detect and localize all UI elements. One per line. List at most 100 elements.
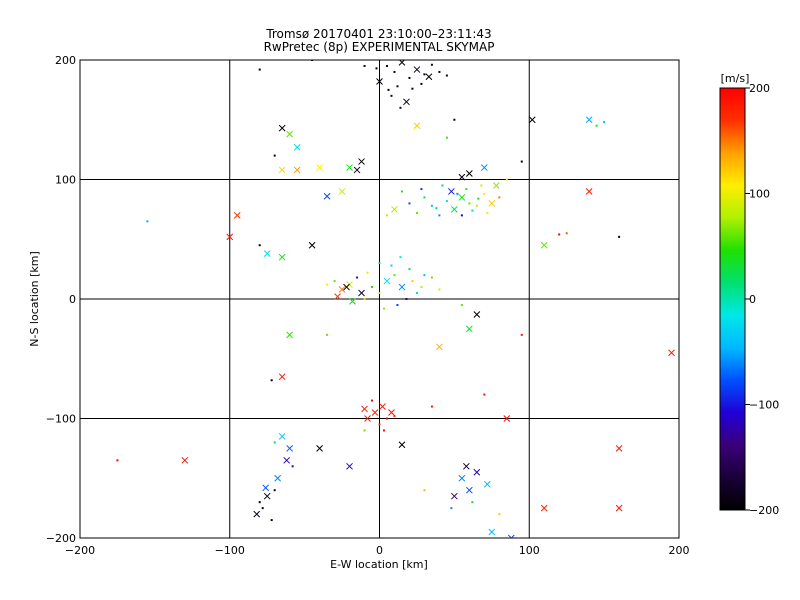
scatter-point — [415, 292, 418, 295]
scatter-point — [603, 121, 606, 124]
scatter-point — [233, 211, 241, 219]
x-axis-label: E-W location [km] — [330, 558, 428, 571]
scatter-point — [364, 415, 371, 422]
scatter-point — [458, 194, 466, 201]
scatter-point — [475, 204, 478, 207]
scatter-point — [371, 409, 379, 416]
scatter-point — [323, 192, 331, 200]
scatter-point — [379, 403, 386, 410]
x-axis: −200 −100 0 100 200 — [65, 544, 690, 557]
scatter-point — [465, 170, 473, 177]
scatter-point — [480, 164, 488, 171]
scatter-point — [445, 74, 448, 77]
scatter-point — [181, 456, 189, 464]
scatter-point — [463, 462, 470, 470]
scatter-point — [465, 188, 468, 191]
x-tick-label: 200 — [669, 544, 690, 557]
scatter-points — [116, 60, 675, 538]
scatter-point — [453, 118, 456, 121]
colorbar-label: [m/s] — [721, 72, 750, 85]
scatter-point — [398, 283, 406, 291]
scatter-point — [262, 484, 270, 492]
y-tick-label: 200 — [55, 54, 76, 67]
scatter-point — [293, 143, 301, 151]
x-tick-label: 0 — [376, 544, 383, 557]
scatter-point — [411, 87, 414, 90]
y-tick-label: −200 — [46, 532, 76, 545]
scatter-point — [326, 283, 329, 286]
scatter-point — [413, 122, 421, 130]
scatter-point — [465, 325, 473, 333]
scatter-point — [293, 166, 301, 174]
scatter-point — [483, 393, 486, 396]
scatter-point — [436, 343, 443, 351]
scatter-point — [477, 197, 480, 200]
scatter-point — [405, 298, 408, 300]
scatter-point — [278, 373, 286, 381]
scatter-point — [460, 303, 463, 306]
scatter-point — [413, 66, 421, 73]
scatter-point — [378, 262, 381, 265]
scatter-point — [343, 283, 350, 291]
scatter-point — [430, 276, 433, 279]
scatter-point — [507, 534, 515, 538]
scatter-point — [438, 214, 441, 217]
scatter-point — [363, 64, 366, 67]
scatter-point — [278, 124, 286, 132]
scatter-point — [430, 204, 433, 207]
scatter-point — [415, 211, 418, 214]
scatter-point — [387, 88, 390, 91]
scatter-point — [445, 200, 448, 203]
scatter-point — [438, 288, 441, 291]
scatter-point — [468, 202, 471, 205]
scatter-point — [399, 256, 402, 259]
scatter-point — [520, 333, 523, 336]
colorbar-tick-label: 100 — [749, 188, 770, 201]
scatter-point — [505, 178, 508, 181]
scatter-point — [393, 274, 396, 277]
scatter-point — [498, 513, 501, 516]
colorbar-tick-label: 0 — [749, 293, 756, 306]
scatter-point — [483, 192, 486, 195]
scatter-point — [375, 67, 378, 70]
colorbar-gradient — [719, 87, 746, 511]
scatter-point — [396, 303, 399, 306]
scatter-point — [361, 405, 368, 413]
scatter-point — [334, 293, 341, 300]
scatter-point — [388, 409, 395, 416]
scatter-point — [425, 73, 433, 81]
plot-grid — [80, 60, 679, 538]
scatter-point — [400, 190, 403, 193]
scatter-point — [408, 268, 411, 271]
scatter-point — [258, 244, 261, 247]
scatter-point — [451, 206, 458, 213]
scatter-point — [338, 188, 346, 195]
scatter-point — [448, 188, 455, 195]
scatter-point — [291, 465, 294, 468]
scatter-point — [465, 486, 473, 494]
scatter-point — [540, 241, 548, 249]
scatter-point — [420, 188, 423, 191]
scatter-point — [116, 459, 119, 462]
scatter-point — [430, 63, 433, 66]
scatter-point — [286, 445, 294, 452]
scatter-point — [258, 68, 261, 71]
scatter-point — [438, 70, 441, 73]
scatter-point — [263, 492, 271, 500]
scatter-point — [460, 214, 463, 217]
scatter-point — [423, 274, 426, 277]
scatter-point — [471, 501, 474, 504]
scatter-point — [585, 188, 593, 195]
scatter-point — [408, 202, 411, 205]
scatter-point — [385, 417, 388, 420]
scatter-point — [488, 200, 496, 207]
scatter-point — [391, 206, 398, 213]
scatter-point — [458, 173, 466, 181]
scatter-point — [346, 164, 353, 171]
scatter-point — [445, 136, 448, 139]
scatter-point — [346, 462, 353, 470]
scatter-point — [273, 441, 276, 444]
scatter-point — [458, 474, 466, 482]
scatter-point — [286, 130, 294, 138]
